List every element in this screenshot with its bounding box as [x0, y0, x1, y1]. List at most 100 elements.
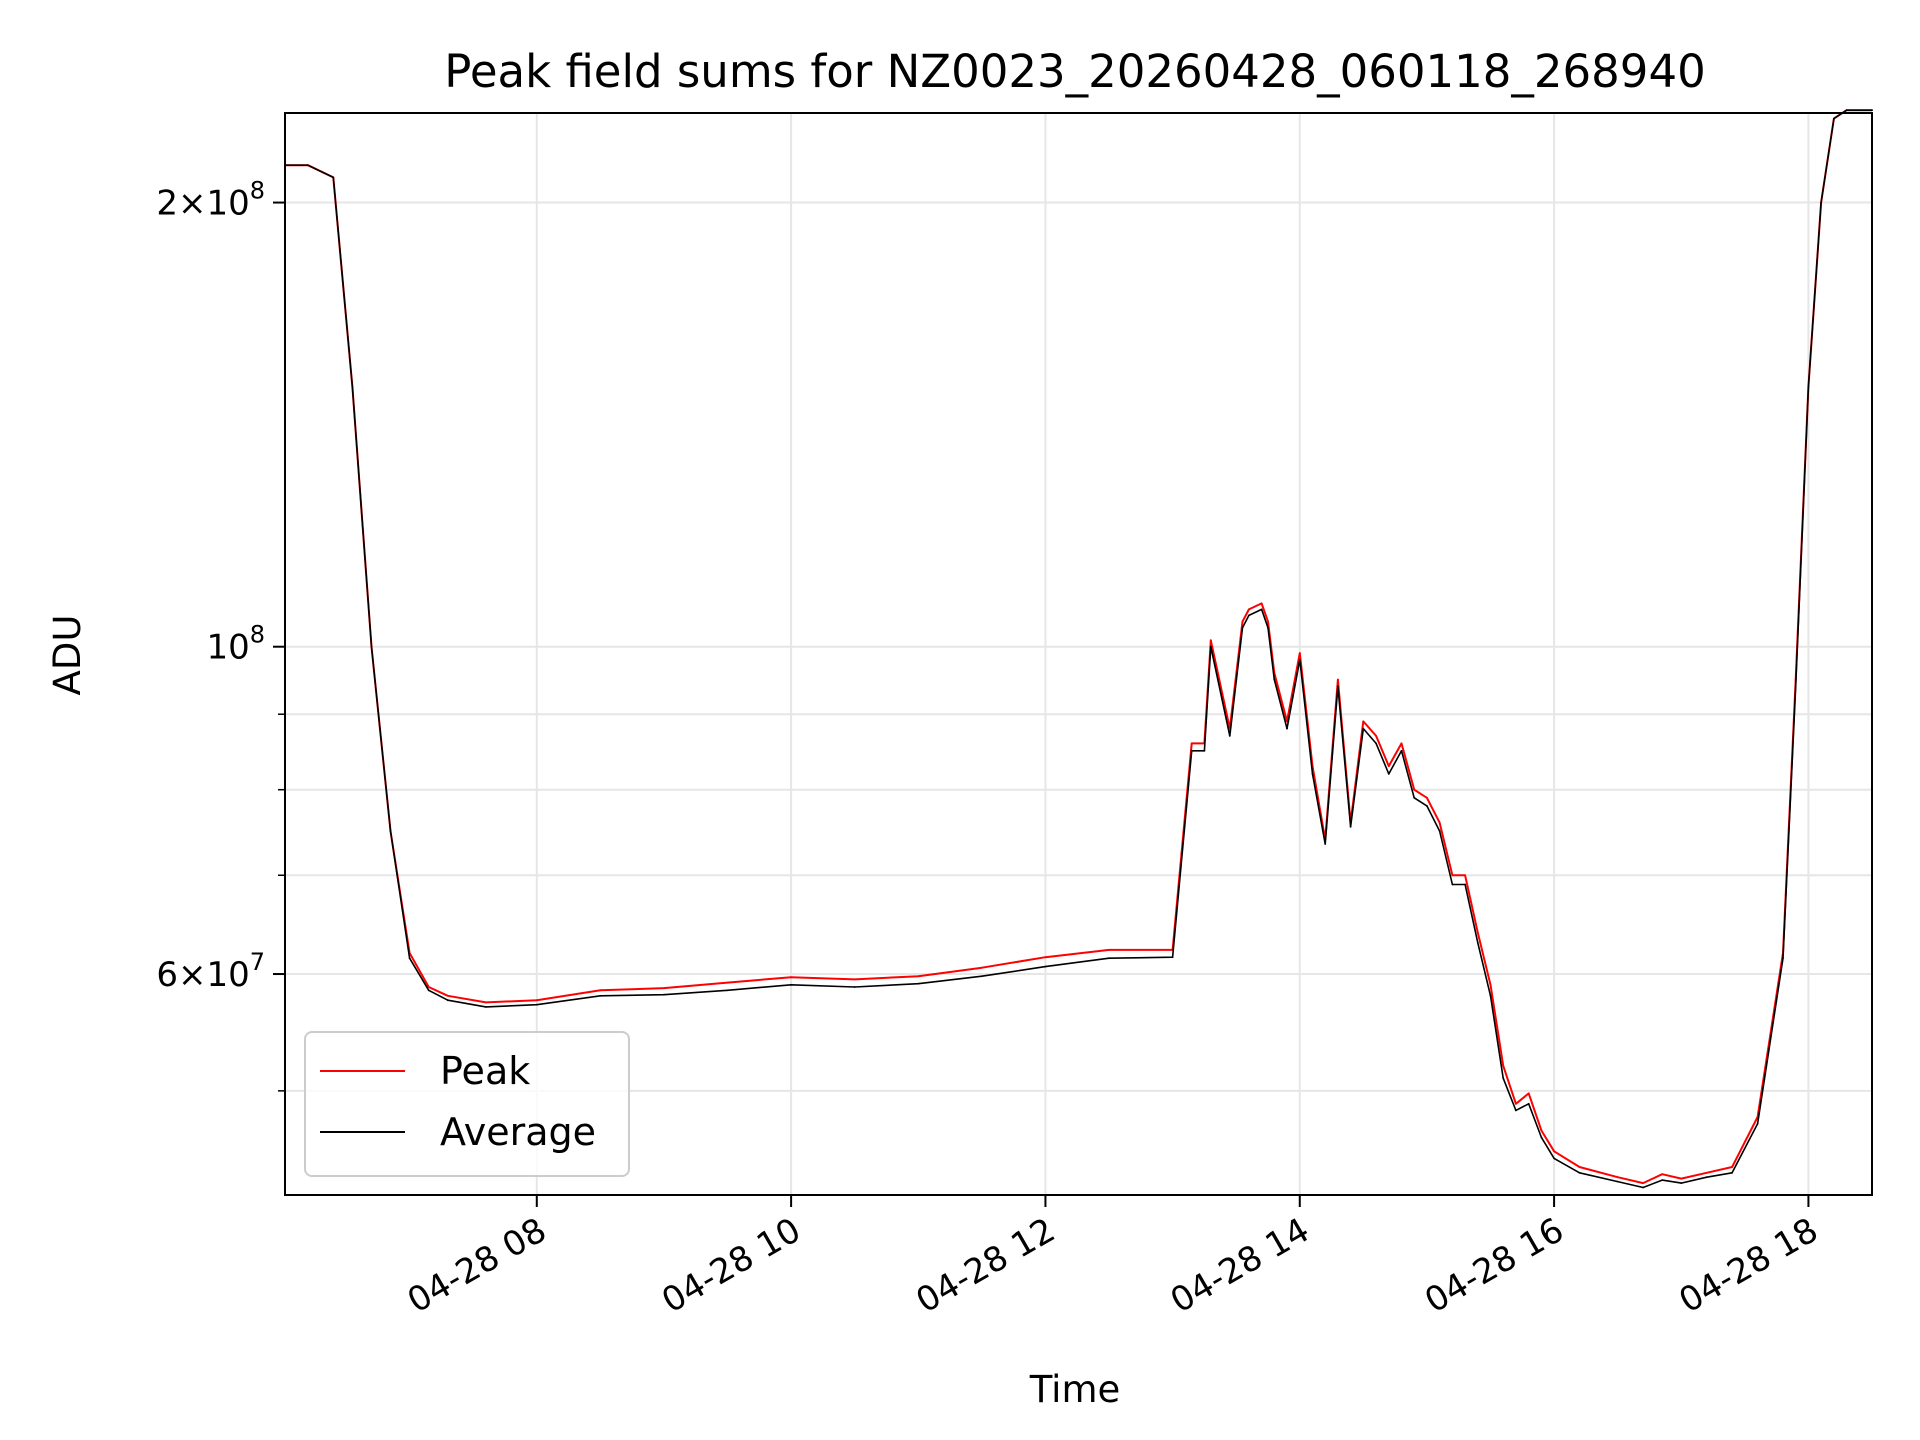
- data-point-average: [1349, 825, 1352, 828]
- data-point-average: [535, 1003, 538, 1006]
- data-point-peak: [1464, 874, 1466, 877]
- data-point-average: [1489, 994, 1492, 997]
- data-point-average: [981, 975, 983, 978]
- x-axis-label: Time: [1029, 1368, 1121, 1411]
- data-point-average: [1190, 749, 1193, 752]
- data-point-peak: [1190, 742, 1193, 745]
- data-point-average: [1108, 957, 1110, 960]
- data-point-average: [1044, 965, 1047, 968]
- y-axis-ticks: 6×107 108 2×108: [156, 177, 285, 1092]
- data-point-average: [1464, 883, 1466, 886]
- data-point-average: [1241, 626, 1244, 629]
- data-point-peak: [485, 1001, 487, 1004]
- data-point-average: [485, 1006, 487, 1008]
- data-point-average: [1705, 1176, 1708, 1179]
- legend-peak-label: Peak: [440, 1049, 530, 1093]
- data-point-average: [1871, 109, 1873, 112]
- data-point-average: [1267, 626, 1269, 629]
- data-point-average: [1311, 773, 1314, 775]
- data-point-peak: [790, 976, 792, 979]
- data-point-average: [1203, 749, 1206, 752]
- data-point-peak: [1616, 1176, 1619, 1179]
- data-point-average: [917, 982, 920, 985]
- data-point-peak: [1387, 765, 1390, 767]
- data-point-average: [1286, 727, 1288, 730]
- data-point-average: [1324, 843, 1327, 845]
- data-point-average: [599, 994, 602, 997]
- data-point-average: [853, 986, 856, 988]
- data-point-average: [1845, 109, 1848, 112]
- data-point-peak: [1451, 874, 1454, 877]
- data-point-peak: [726, 981, 729, 984]
- data-point-peak: [1527, 1092, 1530, 1095]
- data-point-average: [427, 989, 430, 992]
- data-point-average: [1616, 1180, 1619, 1183]
- legend-box: [304, 1031, 630, 1177]
- data-point-average: [1228, 735, 1231, 737]
- axes-frame: [284, 112, 1873, 1196]
- data-point-average: [446, 999, 449, 1002]
- data-point-average: [307, 164, 309, 167]
- data-point-peak: [446, 994, 449, 997]
- data-point-average: [370, 645, 373, 648]
- data-point-average: [351, 386, 354, 388]
- data-point-average: [1375, 742, 1377, 745]
- data-point-peak: [1400, 742, 1403, 745]
- data-point-average: [1248, 614, 1250, 617]
- data-point-average: [1502, 1077, 1505, 1080]
- data-point-peak: [1375, 735, 1377, 737]
- data-point-peak: [1337, 678, 1339, 681]
- data-point-peak: [1044, 956, 1047, 959]
- data-point-peak: [853, 978, 856, 981]
- data-point-peak: [1426, 796, 1428, 799]
- data-point-average: [1413, 796, 1416, 799]
- chart-title: Peak field sums for NZ0023_20260428_0601…: [444, 45, 1705, 98]
- data-point-average: [1273, 678, 1276, 681]
- plot-area: [284, 109, 1873, 1189]
- data-point-average: [408, 957, 411, 960]
- data-point-average: [1426, 805, 1428, 807]
- data-point-average: [1438, 830, 1441, 832]
- data-point-average: [1362, 727, 1365, 730]
- data-point-peak: [917, 975, 920, 978]
- data-point-peak: [1489, 983, 1492, 986]
- data-point-peak: [1260, 602, 1263, 605]
- data-point-peak: [1578, 1166, 1581, 1168]
- data-point-average: [1400, 749, 1403, 752]
- data-point-peak: [1438, 821, 1441, 824]
- data-point-average: [1209, 645, 1212, 648]
- grid-lines: [285, 113, 1872, 1195]
- data-point-average: [389, 830, 392, 832]
- data-point-peak: [1267, 620, 1269, 623]
- y-tick-label: 6×107: [156, 948, 265, 995]
- data-point-average: [790, 983, 792, 986]
- data-point-average: [1476, 941, 1479, 944]
- data-point-peak: [1108, 949, 1110, 951]
- data-point-peak: [1248, 608, 1250, 611]
- data-point-average: [1515, 1109, 1517, 1112]
- data-point-peak: [1540, 1129, 1543, 1132]
- data-point-average: [1260, 608, 1263, 611]
- data-point-average: [1171, 956, 1174, 959]
- data-point-peak: [1642, 1182, 1644, 1184]
- data-point-peak: [1413, 788, 1416, 791]
- data-point-average: [1731, 1171, 1733, 1174]
- data-point-peak: [1515, 1102, 1517, 1105]
- data-point-average: [663, 993, 665, 996]
- data-point-peak: [1298, 652, 1301, 654]
- data-point-average: [1756, 1122, 1759, 1125]
- y-tick-label: 108: [206, 621, 265, 668]
- y-tick-label: 2×108: [156, 177, 265, 224]
- data-point-peak: [663, 987, 665, 989]
- y-axis-label: ADU: [46, 615, 89, 696]
- data-point-peak: [1553, 1150, 1555, 1153]
- data-point-peak: [1362, 720, 1365, 723]
- data-point-peak: [1705, 1171, 1708, 1174]
- data-point-peak: [981, 966, 983, 969]
- data-point-peak: [1680, 1177, 1683, 1180]
- data-point-average: [1451, 883, 1454, 886]
- data-point-average: [1642, 1186, 1644, 1189]
- data-point-peak: [535, 999, 538, 1002]
- data-point-peak: [1661, 1173, 1664, 1176]
